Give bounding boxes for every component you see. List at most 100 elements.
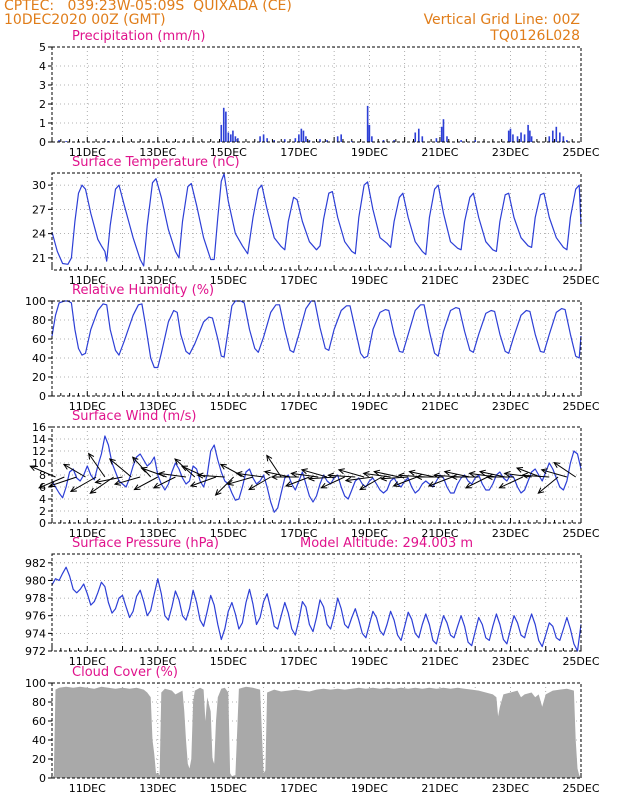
panel-frame xyxy=(51,172,582,271)
wind-arrow-head xyxy=(408,469,416,476)
x-tick-label: 21DEC xyxy=(421,782,458,795)
x-tick-label: 11DEC xyxy=(69,527,106,540)
x-tick-label: 19DEC xyxy=(351,655,388,668)
wind-arrow-head xyxy=(140,466,148,473)
wind-arrow xyxy=(428,476,453,487)
wind-arrow-head xyxy=(180,465,189,472)
wind-arrow-head xyxy=(443,469,451,476)
wind-arrow-head xyxy=(89,487,97,494)
precip-bar xyxy=(259,136,261,142)
wind-arrow-head xyxy=(38,482,46,489)
wind-arrow-head xyxy=(94,478,102,485)
wind-arrow-head xyxy=(108,458,116,465)
x-tick-label: 13DEC xyxy=(139,655,176,668)
x-tick-label: 17DEC xyxy=(280,274,317,287)
precip-bar xyxy=(523,134,526,142)
y-tick-label: 976 xyxy=(25,610,46,623)
precip-bar xyxy=(237,138,239,142)
wind-arrow-head xyxy=(29,465,37,472)
y-tick-label: 1 xyxy=(39,117,46,130)
wind-arrow-head xyxy=(266,454,273,462)
x-tick-label: 11DEC xyxy=(69,782,106,795)
y-tick-label: 972 xyxy=(25,645,46,658)
precip-bar xyxy=(382,140,385,142)
x-tick-label: 21DEC xyxy=(421,655,458,668)
x-tick-label: 23DEC xyxy=(492,527,529,540)
y-tick-label: 0 xyxy=(39,517,46,530)
y-tick-label: 30 xyxy=(32,179,46,192)
x-tick-label: 23DEC xyxy=(492,782,529,795)
panel-5: Surface Pressure (hPa) Model Altitude: 29… xyxy=(25,536,600,668)
wind-arrow xyxy=(134,476,159,491)
wind-arrow xyxy=(479,471,506,478)
wind-arrow xyxy=(153,476,176,489)
wind-arrow-head xyxy=(152,482,160,489)
x-tick-label: 19DEC xyxy=(351,782,388,795)
y-tick-label: 100 xyxy=(25,295,46,308)
wind-arrow-head xyxy=(553,461,561,469)
wind-arrow xyxy=(190,476,217,487)
panel-title: Cloud Cover (%) xyxy=(72,665,178,680)
panel-6: Cloud Cover (%) 0 20 40 60 80 100 11DEC 13DEC 15D… xyxy=(25,665,600,795)
wind-arrow xyxy=(95,476,123,483)
wind-arrow-head xyxy=(62,463,70,470)
y-tick-label: 10 xyxy=(32,457,46,470)
precip-bar xyxy=(460,140,462,142)
wind-arrow xyxy=(537,476,559,494)
precip-bar xyxy=(529,130,531,142)
precip-bar xyxy=(530,136,533,142)
series-line xyxy=(51,435,582,513)
precip-bar xyxy=(294,138,297,142)
y-tick-label: 20 xyxy=(32,753,46,766)
wind-arrow-head xyxy=(478,469,486,476)
wind-arrow-head xyxy=(468,471,476,478)
precip-bar xyxy=(520,132,522,142)
panel-title: Precipitation (mm/h) xyxy=(72,29,205,44)
wind-arrow-head xyxy=(373,469,381,476)
wind-arrow-head xyxy=(540,468,548,475)
x-tick-label: 25DEC xyxy=(562,655,599,668)
wind-arrow xyxy=(504,472,532,478)
panel-3: Relative Humidity (%) 0 20 40 60 80 100 11DEC 13… xyxy=(25,283,600,413)
wind-arrow xyxy=(499,476,524,489)
wind-arrow xyxy=(227,476,254,485)
precip-bar xyxy=(562,136,565,142)
precip-bar xyxy=(65,141,67,142)
x-tick-label: 13DEC xyxy=(139,146,176,159)
wind-arrow xyxy=(215,476,234,496)
x-tick-label: 17DEC xyxy=(280,527,317,540)
x-tick-label: 25DEC xyxy=(562,274,599,287)
precip-bar xyxy=(368,124,371,142)
precip-bar xyxy=(336,136,339,142)
wind-arrow-head xyxy=(196,472,204,479)
wind-arrow xyxy=(381,476,409,480)
x-tick-label: 21DEC xyxy=(421,527,458,540)
wind-arrow xyxy=(444,471,471,478)
y-tick-label: 16 xyxy=(32,421,46,434)
wind-vectors xyxy=(29,452,576,496)
x-tick-label: 15DEC xyxy=(210,400,247,413)
precip-bar xyxy=(229,134,232,142)
wind-arrow xyxy=(114,476,141,485)
wind-arrow-head xyxy=(263,469,271,476)
y-tick-label: 21 xyxy=(32,252,46,265)
wind-arrow-head xyxy=(464,482,472,489)
precip-bar xyxy=(305,136,307,142)
panel-frame xyxy=(51,682,582,779)
x-tick-label: 25DEC xyxy=(562,400,599,413)
panel-1: Precipitation (mm/h) 0 1 2 3 4 5 11DEC 13DEC 15DE… xyxy=(39,29,600,159)
precip-bar xyxy=(273,140,275,142)
wind-arrow-head xyxy=(515,467,524,473)
wind-arrow xyxy=(49,476,77,487)
precip-bar xyxy=(551,130,554,142)
precip-bar xyxy=(559,132,561,142)
precip-bar xyxy=(266,138,268,142)
y-tick-label: 20 xyxy=(32,371,46,384)
wind-arrow-head xyxy=(48,481,56,488)
wind-arrow-head xyxy=(157,471,165,478)
panel-title: Relative Humidity (%) xyxy=(72,283,214,298)
panel-title: Surface Pressure (hPa) xyxy=(72,536,219,551)
precip-bar xyxy=(417,128,420,142)
precip-bar xyxy=(227,132,230,142)
wind-arrow-head xyxy=(290,471,298,478)
